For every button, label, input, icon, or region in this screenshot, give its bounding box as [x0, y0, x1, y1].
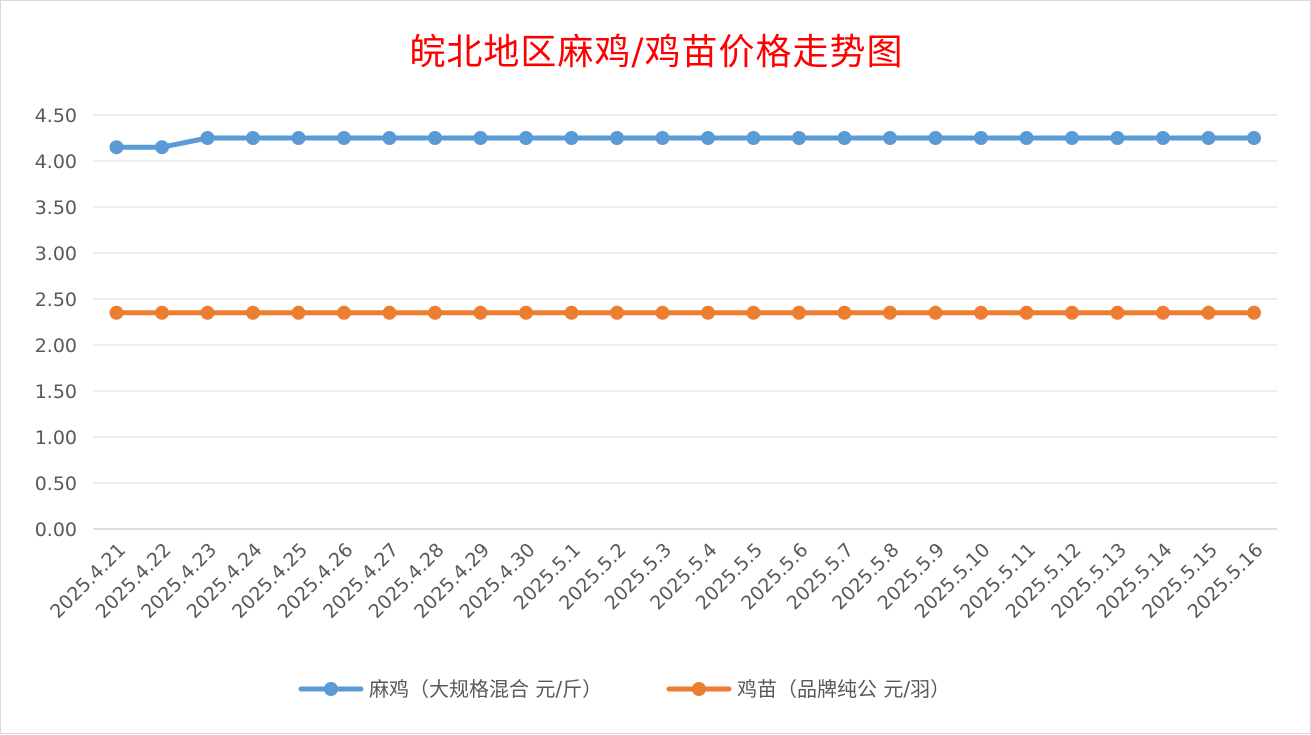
data-point	[246, 131, 260, 145]
y-tick-label: 0.00	[35, 519, 77, 541]
data-point	[1247, 305, 1261, 320]
data-point	[883, 131, 897, 145]
data-point	[382, 305, 397, 320]
data-point	[1156, 131, 1170, 145]
data-point	[928, 305, 943, 320]
data-point	[519, 305, 533, 320]
y-tick-label: 3.50	[35, 197, 77, 219]
data-point	[1110, 305, 1125, 320]
data-point	[701, 305, 715, 320]
data-point	[1065, 131, 1079, 145]
data-point	[428, 131, 442, 145]
series-layer	[109, 131, 1261, 320]
data-point	[337, 305, 351, 320]
y-tick-label: 2.50	[35, 289, 77, 311]
grid-lines	[93, 114, 1277, 530]
legend-item-1: 麻鸡（大规格混合 元/斤）	[298, 677, 602, 701]
data-point	[246, 305, 260, 320]
data-point	[155, 305, 169, 320]
data-point	[382, 131, 397, 145]
data-point	[928, 131, 943, 145]
legend: 麻鸡（大规格混合 元/斤） 鸡苗（品牌纯公 元/羽）	[298, 677, 950, 701]
legend-item-2: 鸡苗（品牌纯公 元/羽）	[666, 677, 950, 701]
data-point	[974, 305, 988, 320]
x-axis-ticks: 2025.4.212025.4.222025.4.232025.4.242025…	[46, 539, 1267, 623]
data-point	[109, 305, 124, 320]
y-tick-label: 1.50	[35, 381, 77, 403]
data-point	[792, 305, 806, 320]
y-tick-label: 4.50	[35, 105, 77, 127]
data-point	[701, 131, 715, 145]
y-axis-ticks: 0.00 0.50 1.00 1.50 2.00 2.50 3.00 3.50 4.00 4.50	[35, 105, 77, 541]
series-1	[109, 131, 1261, 155]
data-point	[519, 131, 533, 145]
data-point	[1019, 131, 1034, 145]
data-point	[428, 305, 442, 320]
y-tick-label: 1.00	[35, 427, 77, 449]
y-tick-label: 4.00	[35, 151, 77, 173]
data-point	[564, 131, 579, 145]
data-point	[746, 305, 761, 320]
data-point	[109, 140, 124, 155]
series-2	[109, 305, 1261, 320]
data-point	[837, 131, 852, 145]
legend-label: 鸡苗（品牌纯公 元/羽）	[737, 677, 950, 701]
data-point	[473, 131, 488, 145]
data-point	[1110, 131, 1125, 145]
data-point	[291, 131, 306, 145]
data-point	[610, 305, 624, 320]
data-point	[610, 131, 624, 145]
series-line	[114, 135, 1257, 150]
data-point	[200, 305, 215, 320]
data-point	[1201, 131, 1216, 145]
data-point	[837, 305, 852, 320]
data-point	[655, 305, 670, 320]
data-point	[564, 305, 579, 320]
data-point	[883, 305, 897, 320]
data-point	[1019, 305, 1034, 320]
data-point	[974, 131, 988, 145]
data-point	[1201, 305, 1216, 320]
y-tick-label: 2.00	[35, 335, 77, 357]
legend-marker	[324, 682, 338, 696]
data-point	[337, 131, 351, 145]
legend-marker	[692, 682, 706, 696]
chart-title: 皖北地区麻鸡/鸡苗价格走势图	[409, 32, 904, 73]
y-tick-label: 3.00	[35, 243, 77, 265]
legend-label: 麻鸡（大规格混合 元/斤）	[369, 677, 602, 701]
data-point	[792, 131, 806, 145]
data-point	[1065, 305, 1079, 320]
data-point	[155, 140, 169, 155]
data-point	[1156, 305, 1170, 320]
y-tick-label: 0.50	[35, 473, 77, 495]
data-point	[473, 305, 488, 320]
data-point	[200, 131, 215, 145]
data-point	[291, 305, 306, 320]
data-point	[655, 131, 670, 145]
data-point	[746, 131, 761, 145]
data-point	[1247, 131, 1261, 145]
